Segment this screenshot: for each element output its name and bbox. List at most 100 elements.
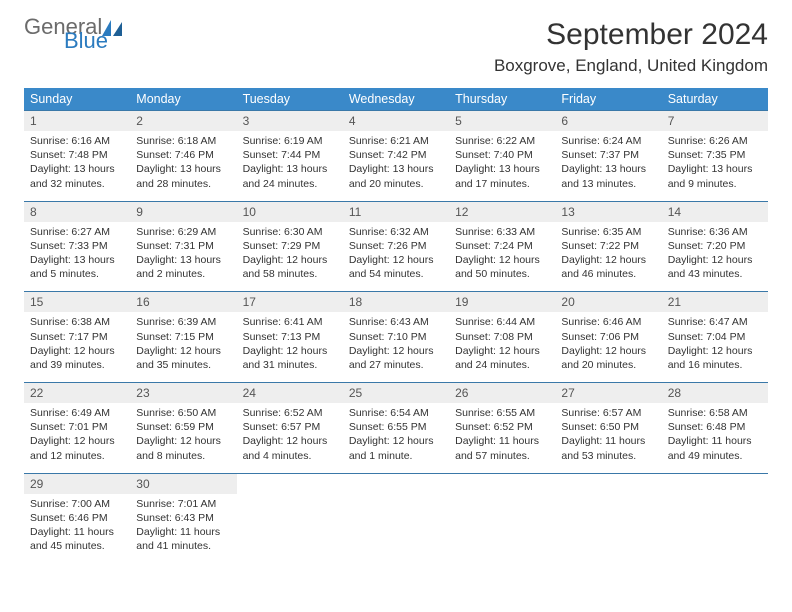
sunrise-text: Sunrise: 6:58 AM [668, 406, 762, 420]
sunrise-text: Sunrise: 6:26 AM [668, 134, 762, 148]
day-cell [343, 494, 449, 564]
day-number: 9 [130, 201, 236, 222]
day-cell [662, 494, 768, 564]
daylight-text: Daylight: 12 hours [30, 434, 124, 448]
daylight-text-2: and 1 minute. [349, 449, 443, 463]
day-cell: Sunrise: 6:39 AMSunset: 7:15 PMDaylight:… [130, 312, 236, 382]
sunrise-text: Sunrise: 6:50 AM [136, 406, 230, 420]
day-content-row: Sunrise: 6:16 AMSunset: 7:48 PMDaylight:… [24, 131, 768, 201]
day-cell: Sunrise: 6:16 AMSunset: 7:48 PMDaylight:… [24, 131, 130, 201]
day-cell: Sunrise: 6:54 AMSunset: 6:55 PMDaylight:… [343, 403, 449, 473]
daylight-text: Daylight: 12 hours [561, 253, 655, 267]
day-cell: Sunrise: 6:30 AMSunset: 7:29 PMDaylight:… [237, 222, 343, 292]
sunrise-text: Sunrise: 6:52 AM [243, 406, 337, 420]
sunrise-text: Sunrise: 6:36 AM [668, 225, 762, 239]
sunrise-text: Sunrise: 6:41 AM [243, 315, 337, 329]
day-cell: Sunrise: 6:46 AMSunset: 7:06 PMDaylight:… [555, 312, 661, 382]
day-cell [555, 494, 661, 564]
daylight-text: Daylight: 12 hours [561, 344, 655, 358]
sunset-text: Sunset: 7:24 PM [455, 239, 549, 253]
daylight-text-2: and 39 minutes. [30, 358, 124, 372]
sunrise-text: Sunrise: 6:19 AM [243, 134, 337, 148]
day-number: 13 [555, 201, 661, 222]
day-cell: Sunrise: 6:21 AMSunset: 7:42 PMDaylight:… [343, 131, 449, 201]
day-number-row: 15161718192021 [24, 292, 768, 313]
sunset-text: Sunset: 6:52 PM [455, 420, 549, 434]
day-cell: Sunrise: 7:00 AMSunset: 6:46 PMDaylight:… [24, 494, 130, 564]
daylight-text-2: and 13 minutes. [561, 177, 655, 191]
day-number: 12 [449, 201, 555, 222]
daylight-text: Daylight: 13 hours [561, 162, 655, 176]
daylight-text-2: and 32 minutes. [30, 177, 124, 191]
day-number: 4 [343, 111, 449, 132]
day-number [449, 473, 555, 494]
sunset-text: Sunset: 7:10 PM [349, 330, 443, 344]
sunset-text: Sunset: 7:15 PM [136, 330, 230, 344]
daylight-text-2: and 9 minutes. [668, 177, 762, 191]
sunset-text: Sunset: 7:33 PM [30, 239, 124, 253]
sunset-text: Sunset: 6:43 PM [136, 511, 230, 525]
location: Boxgrove, England, United Kingdom [494, 56, 768, 76]
daylight-text-2: and 24 minutes. [455, 358, 549, 372]
sunrise-text: Sunrise: 6:54 AM [349, 406, 443, 420]
day-content-row: Sunrise: 7:00 AMSunset: 6:46 PMDaylight:… [24, 494, 768, 564]
day-number: 25 [343, 383, 449, 404]
title-block: September 2024 Boxgrove, England, United… [494, 18, 768, 76]
day-number: 27 [555, 383, 661, 404]
day-number: 10 [237, 201, 343, 222]
daylight-text-2: and 54 minutes. [349, 267, 443, 281]
day-cell: Sunrise: 6:57 AMSunset: 6:50 PMDaylight:… [555, 403, 661, 473]
day-number: 8 [24, 201, 130, 222]
sunset-text: Sunset: 7:08 PM [455, 330, 549, 344]
sunrise-text: Sunrise: 6:43 AM [349, 315, 443, 329]
daylight-text: Daylight: 12 hours [243, 434, 337, 448]
sunset-text: Sunset: 7:22 PM [561, 239, 655, 253]
sunset-text: Sunset: 6:46 PM [30, 511, 124, 525]
day-number: 23 [130, 383, 236, 404]
sunrise-text: Sunrise: 6:57 AM [561, 406, 655, 420]
day-cell: Sunrise: 6:29 AMSunset: 7:31 PMDaylight:… [130, 222, 236, 292]
day-cell: Sunrise: 6:18 AMSunset: 7:46 PMDaylight:… [130, 131, 236, 201]
day-cell [237, 494, 343, 564]
day-cell: Sunrise: 6:22 AMSunset: 7:40 PMDaylight:… [449, 131, 555, 201]
daylight-text-2: and 4 minutes. [243, 449, 337, 463]
day-number: 28 [662, 383, 768, 404]
day-number: 29 [24, 473, 130, 494]
daylight-text: Daylight: 12 hours [349, 434, 443, 448]
sunset-text: Sunset: 7:06 PM [561, 330, 655, 344]
daylight-text: Daylight: 13 hours [30, 162, 124, 176]
day-number-row: 1234567 [24, 111, 768, 132]
sunrise-text: Sunrise: 7:00 AM [30, 497, 124, 511]
day-number: 18 [343, 292, 449, 313]
sunset-text: Sunset: 6:59 PM [136, 420, 230, 434]
daylight-text-2: and 27 minutes. [349, 358, 443, 372]
sunrise-text: Sunrise: 6:47 AM [668, 315, 762, 329]
day-cell: Sunrise: 6:27 AMSunset: 7:33 PMDaylight:… [24, 222, 130, 292]
day-cell: Sunrise: 6:32 AMSunset: 7:26 PMDaylight:… [343, 222, 449, 292]
sunrise-text: Sunrise: 6:32 AM [349, 225, 443, 239]
day-number: 24 [237, 383, 343, 404]
daylight-text-2: and 8 minutes. [136, 449, 230, 463]
sunset-text: Sunset: 7:17 PM [30, 330, 124, 344]
daylight-text: Daylight: 11 hours [30, 525, 124, 539]
daylight-text-2: and 43 minutes. [668, 267, 762, 281]
daylight-text-2: and 41 minutes. [136, 539, 230, 553]
sunrise-text: Sunrise: 6:35 AM [561, 225, 655, 239]
daylight-text-2: and 28 minutes. [136, 177, 230, 191]
daylight-text: Daylight: 11 hours [455, 434, 549, 448]
sunrise-text: Sunrise: 6:29 AM [136, 225, 230, 239]
daylight-text: Daylight: 13 hours [136, 253, 230, 267]
daylight-text-2: and 12 minutes. [30, 449, 124, 463]
sunrise-text: Sunrise: 7:01 AM [136, 497, 230, 511]
daylight-text: Daylight: 13 hours [136, 162, 230, 176]
daylight-text-2: and 16 minutes. [668, 358, 762, 372]
sunrise-text: Sunrise: 6:46 AM [561, 315, 655, 329]
weekday-header-row: Sunday Monday Tuesday Wednesday Thursday… [24, 88, 768, 111]
daylight-text-2: and 50 minutes. [455, 267, 549, 281]
day-cell: Sunrise: 6:41 AMSunset: 7:13 PMDaylight:… [237, 312, 343, 382]
sunrise-text: Sunrise: 6:24 AM [561, 134, 655, 148]
header: General Blue September 2024 Boxgrove, En… [24, 18, 768, 76]
sunset-text: Sunset: 7:46 PM [136, 148, 230, 162]
day-content-row: Sunrise: 6:49 AMSunset: 7:01 PMDaylight:… [24, 403, 768, 473]
day-number: 5 [449, 111, 555, 132]
